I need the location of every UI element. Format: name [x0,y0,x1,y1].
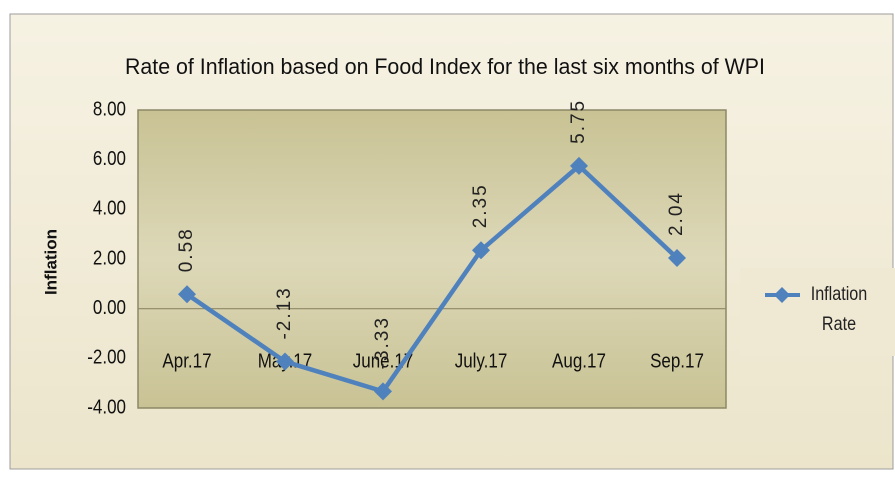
data-point [668,249,686,268]
data-label: 2.35 [470,183,491,228]
x-tick-label: Apr.17 [162,349,211,372]
x-tick-label: July.17 [455,349,508,372]
y-tick-label: 2.00 [93,246,126,269]
y-tick-label: 8.00 [93,97,126,120]
data-label: 0.58 [176,227,197,272]
y-tick-label: 0.00 [93,296,126,319]
data-point [276,352,294,371]
data-point [570,156,588,175]
data-point [472,241,490,260]
y-tick-label: -2.00 [87,345,126,368]
y-tick-label: 4.00 [93,196,126,219]
data-label: 2.04 [666,191,687,236]
series-line [185,163,679,394]
data-label: 5.75 [568,99,589,144]
data-label: -2.13 [274,286,295,339]
plot-area [137,109,727,409]
x-tick-label: Sep.17 [650,349,704,372]
y-axis-label: Inflation [41,229,60,295]
data-point [374,382,392,401]
chart-title: Rate of Inflation based on Food Index fo… [125,54,765,79]
y-tick-label: -4.00 [87,395,126,418]
legend-label: Inflation Rate [810,284,868,335]
legend-box [740,268,895,356]
data-label: -3.33 [372,316,393,369]
y-tick-label: 6.00 [93,147,126,170]
data-point [178,285,196,304]
x-tick-label: Aug.17 [552,349,606,372]
legend-marker [774,287,790,303]
